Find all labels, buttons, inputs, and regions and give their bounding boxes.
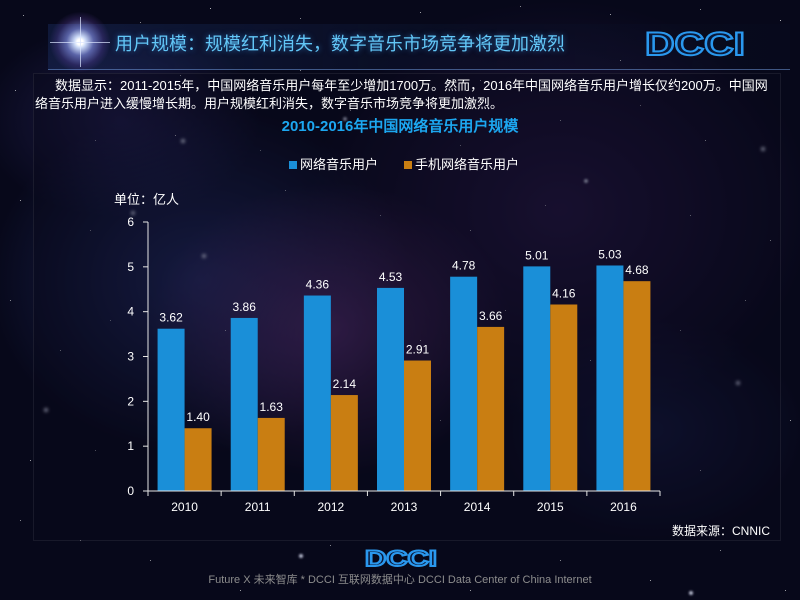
header-star-glow-icon (50, 12, 110, 72)
bar-s1-2010 (157, 328, 185, 491)
data-label-s2-2011: 1.63 (260, 400, 284, 414)
legend-swatch-online-music-users (289, 161, 297, 169)
data-label-s2-2014: 3.66 (479, 309, 503, 323)
data-label-s1-2016: 5.03 (598, 247, 622, 261)
data-label-s1-2013: 4.53 (379, 270, 403, 284)
data-label-s2-2013: 2.91 (406, 343, 430, 357)
x-tick-label-2016: 2016 (610, 500, 637, 514)
chart-title: 2010-2016年中国网络音乐用户规模 (281, 118, 519, 135)
bar-s2-2014 (477, 326, 505, 491)
bar-s1-2014 (450, 276, 478, 491)
bar-s2-2011 (257, 417, 285, 491)
dcci-logo-text: DCCI (645, 26, 745, 60)
chart-legend: 网络音乐用户 手机网络音乐用户 (289, 157, 519, 173)
summary-text: 数据显示：2011-2015年，中国网络音乐用户每年至少增加1700万。然而，2… (35, 78, 768, 111)
legend-label-online-music-users: 网络音乐用户 (300, 157, 379, 172)
x-tick-label-2010: 2010 (171, 500, 198, 514)
y-axis-unit-label: 单位：亿人 (114, 192, 180, 207)
legend-item-mobile-music-users: 手机网络音乐用户 (404, 157, 519, 173)
footer-text: Future X 未来智库 * DCCI 互联网数据中心 DCCI Data C… (208, 574, 592, 586)
bar-s1-2012 (303, 295, 331, 491)
y-tick-label-4: 4 (127, 305, 134, 319)
legend-item-online-music-users: 网络音乐用户 (289, 157, 378, 173)
data-source-note: 数据来源：CNNIC (672, 524, 770, 538)
y-tick-label-2: 2 (127, 394, 134, 408)
bar-s2-2015 (550, 304, 578, 491)
y-tick-label-1: 1 (127, 439, 134, 453)
x-tick-label-2011: 2011 (245, 500, 271, 514)
x-tick-label-2013: 2013 (391, 500, 418, 514)
bar-s1-2016 (596, 265, 624, 491)
bar-s2-2010 (184, 428, 212, 491)
data-label-s1-2011: 3.86 (233, 300, 257, 314)
bar-s1-2011 (230, 317, 258, 491)
header-bar (48, 24, 790, 70)
y-tick-label-6: 6 (127, 215, 134, 229)
legend-label-mobile-music-users: 手机网络音乐用户 (415, 157, 520, 172)
data-label-s2-2015: 4.16 (552, 286, 576, 300)
x-tick-label-2012: 2012 (318, 500, 345, 514)
data-label-s2-2016: 4.68 (625, 263, 649, 277)
data-label-s1-2012: 4.36 (306, 278, 330, 292)
bar-s1-2015 (523, 266, 551, 491)
data-label-s2-2010: 1.40 (186, 410, 210, 424)
data-label-s1-2015: 5.01 (525, 248, 549, 262)
data-label-s1-2010: 3.62 (159, 311, 183, 325)
bar-s2-2013 (404, 360, 431, 491)
x-tick-label-2015: 2015 (537, 500, 564, 514)
dcci-logo: DCCI (644, 26, 746, 60)
footer-dcci-logo-text: DCCI (365, 546, 437, 570)
y-tick-label-3: 3 (127, 350, 134, 364)
bar-s2-2012 (330, 395, 358, 491)
x-tick-label-2014: 2014 (464, 500, 491, 514)
legend-swatch-mobile-music-users (404, 161, 413, 169)
bar-s1-2013 (377, 287, 404, 491)
data-label-s2-2012: 2.14 (333, 377, 357, 391)
page-title: 用户规模：规模红利消失，数字音乐市场竞争将更加激烈 (115, 34, 565, 54)
footer-dcci-logo: DCCI (364, 546, 438, 570)
bar-s2-2016 (623, 281, 651, 491)
y-tick-label-0: 0 (127, 484, 134, 498)
y-tick-label-5: 5 (127, 260, 134, 274)
data-label-s1-2014: 4.78 (452, 259, 476, 273)
